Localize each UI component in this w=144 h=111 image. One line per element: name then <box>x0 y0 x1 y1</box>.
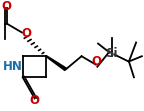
Text: HN: HN <box>3 60 23 73</box>
Text: O: O <box>91 55 101 68</box>
Text: O: O <box>30 94 40 107</box>
Polygon shape <box>46 56 67 70</box>
Text: O: O <box>21 27 31 40</box>
Text: O: O <box>1 0 11 13</box>
Text: Si: Si <box>105 47 118 60</box>
